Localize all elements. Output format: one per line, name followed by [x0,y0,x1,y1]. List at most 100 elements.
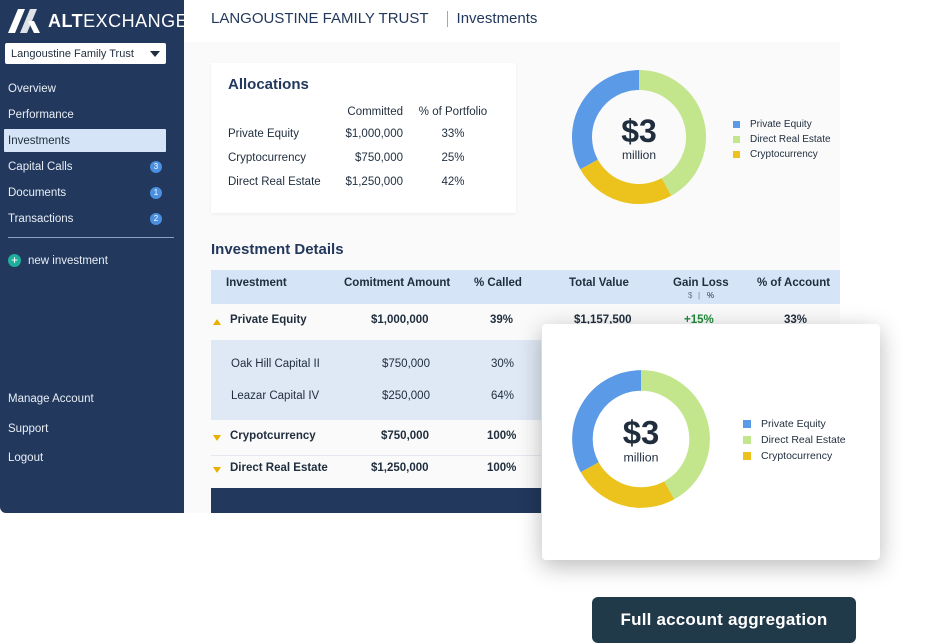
account-select[interactable]: Langoustine Family Trust [5,43,166,64]
sidebar-item-label: Investments [8,134,70,147]
table-row: Cryptocurrency $750,000 25% [228,146,503,170]
brand-logo[interactable]: ALT EXCHANGE [8,8,188,34]
count-badge: 3 [150,160,162,173]
called-pct: 39% [490,314,514,326]
breadcrumb-trust[interactable]: LANGOUSTINE FAMILY TRUST [211,10,429,27]
commitment-amount: $750,000 [381,430,429,442]
legend-swatch [743,420,751,428]
brand-alt: ALT [48,10,84,31]
count-badge: 1 [150,186,162,199]
allocations-table: Committed % of Portfolio Private Equity … [228,101,503,194]
gain-loss: +15% [684,314,714,326]
account-pct: 33% [784,314,808,326]
sidebar-item-logout[interactable]: Logout [8,452,44,464]
donut-unit: million [624,451,659,465]
new-investment-label: new investment [28,254,108,267]
legend-swatch [733,136,740,143]
table-header [228,101,338,122]
column-header-gain-loss: Gain Loss [673,277,729,289]
column-header-total-value: Total Value [569,277,629,289]
expand-arrow-icon[interactable] [213,435,221,441]
allocation-pct: 25% [441,152,465,164]
floating-donut-chart: $3 million [572,370,710,508]
sidebar-item-documents[interactable]: Documents 1 [4,181,166,204]
expand-arrow-icon[interactable] [213,467,221,473]
sidebar-item-manage-account[interactable]: Manage Account [8,393,94,405]
sidebar-item-transactions[interactable]: Transactions 2 [4,207,166,230]
page-header: LANGOUSTINE FAMILY TRUST Investments [211,10,537,27]
donut-slice-direct-real-estate [640,370,710,500]
allocation-name: Cryptocurrency [228,152,306,164]
sidebar-item-label: Transactions [8,212,74,225]
sidebar-item-overview[interactable]: Overview [4,77,166,100]
column-header-account: % of Account [757,277,831,289]
sidebar-item-investments[interactable]: Investments [4,129,166,152]
sidebar: ALT EXCHANGE Langoustine Family Trust Ove… [0,0,188,513]
sidebar-item-support[interactable]: Support [8,422,49,435]
commitment-amount: $750,000 [382,358,430,370]
column-header-called: % Called [474,277,522,289]
investment-name: Crypotcurrency [230,430,316,442]
legend-item: Cryptocurrency [743,448,846,464]
plus-icon: + [8,254,21,267]
donut-amount: $3 [621,113,657,149]
legend-swatch [743,436,751,444]
donut-slice-private-equity [572,70,640,170]
allocation-committed: $750,000 [355,152,403,164]
allocation-committed: $1,000,000 [345,128,403,140]
table-header-pct: % of Portfolio [418,105,488,118]
legend-item: Private Equity [733,117,831,132]
tagline-pill: Full account aggregation [592,597,856,643]
legend-label: Cryptocurrency [761,450,833,462]
brand-exchange: EXCHANGE [83,10,189,31]
gain-sub-dollar: $ [688,291,693,300]
legend-item: Direct Real Estate [733,132,831,147]
column-header-commitment: Comitment Amount [344,277,451,289]
sidebar-item-performance[interactable]: Performance [4,103,166,126]
table-row: Direct Real Estate $1,250,000 42% [228,170,503,194]
sidebar-item-capital-calls[interactable]: Capital Calls 3 [4,155,166,178]
commitment-amount: $1,250,000 [371,462,429,474]
legend-label: Direct Real Estate [761,434,846,446]
chevron-down-icon [150,50,160,57]
altexchange-logo-icon [8,9,40,33]
allocations-card: Allocations Committed % of Portfolio Pri… [211,63,516,213]
allocation-committed: $1,250,000 [345,176,403,188]
new-investment-button[interactable]: + new investment [8,254,108,267]
allocation-donut-chart: $3 million [572,70,706,204]
table-row[interactable]: Crypotcurrency $750,000 100% [211,430,840,446]
gain-sub-sep: | [698,291,701,300]
gain-sub-pct: % [707,291,715,300]
table-row[interactable]: Direct Real Estate $1,250,000 100% [211,462,840,478]
row-divider [211,455,541,456]
legend-swatch [733,151,740,158]
allocation-pct: 42% [441,176,465,188]
investment-name: Oak Hill Capital II [231,358,320,370]
sidebar-bottom-nav: Manage Account Support Logout [8,393,94,482]
legend-swatch [733,121,740,128]
commitment-amount: $250,000 [382,390,430,402]
legend-label: Direct Real Estate [750,134,831,145]
details-table-header: Investment Comitment Amount % Called Tot… [211,270,840,304]
collapse-arrow-icon[interactable] [213,319,221,325]
page-title: Investments [456,10,538,27]
allocation-name: Private Equity [228,128,299,140]
table-row[interactable]: Oak Hill Capital II $750,000 30% [211,358,840,374]
breadcrumb-separator [446,10,448,27]
called-pct: 30% [491,358,515,370]
legend-item: Cryptocurrency [733,147,831,162]
donut-slice-direct-real-estate [638,70,706,196]
count-badge: 2 [150,212,162,225]
sidebar-item-label: Performance [8,108,74,121]
legend-swatch [743,452,751,460]
table-row[interactable]: Private Equity $1,000,000 39% $1,157,500… [211,314,840,330]
investment-details-title: Investment Details [211,241,344,258]
donut-slice-private-equity [572,370,642,473]
donut-legend: Private Equity Direct Real Estate Crypto… [733,117,831,162]
table-row[interactable]: Leazar Capital IV $250,000 64% [211,390,840,406]
sidebar-item-label: Overview [8,82,56,95]
legend-label: Private Equity [750,119,812,130]
donut-slice-cryptocurrency [580,159,672,204]
sidebar-nav: Overview Performance Investments Capital… [4,77,166,233]
